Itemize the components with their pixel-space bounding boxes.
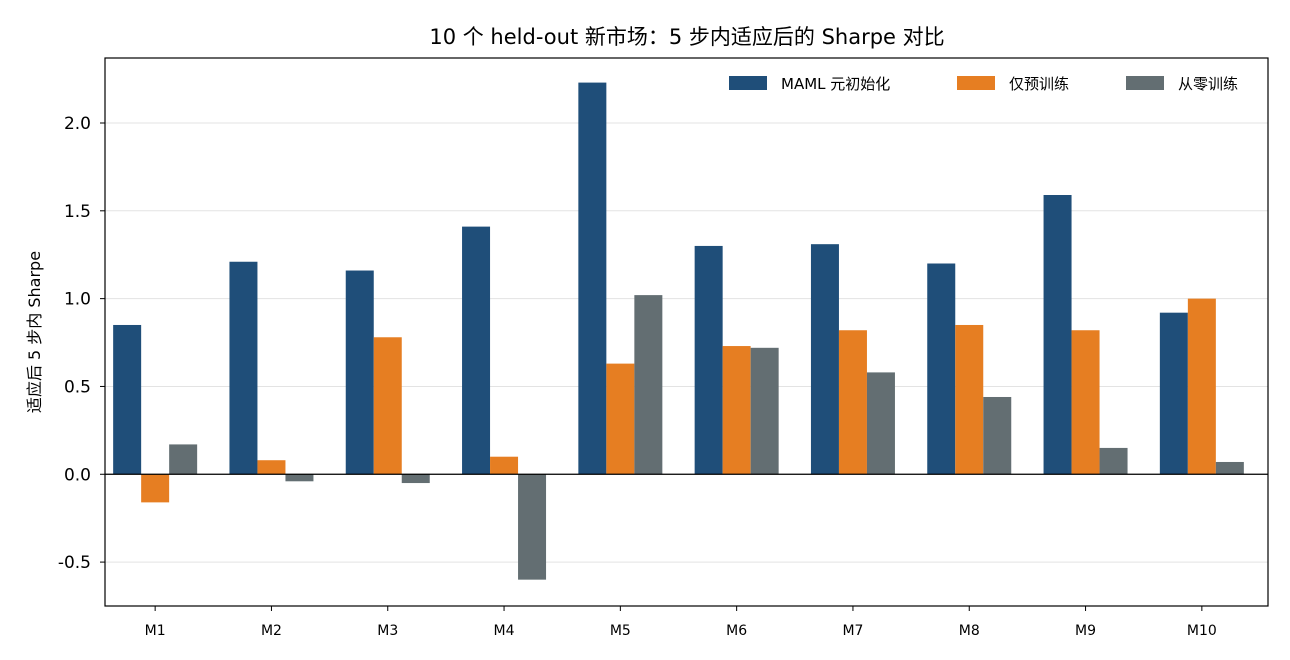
bar-m8-series-2 [955,324,984,475]
legend: MAML 元初始化 仅预训练 从零训练 [729,75,1238,93]
bar-m10-series-2 [1187,298,1216,475]
legend-label: 从零训练 [1178,75,1238,93]
bar-m1-series-3 [169,444,198,475]
bar-m1-series-1 [113,324,142,475]
bar-m9-series-2 [1071,330,1100,475]
y-tick-label: 0.5 [64,377,91,397]
bar-m8-series-3 [983,396,1012,475]
bar-m5-series-1 [578,82,607,475]
x-tick-label: M2 [261,623,282,639]
chart-title: 10 个 held-out 新市场：5 步内适应后的 Sharpe 对比 [429,25,944,49]
plot-frame [104,57,1269,607]
bar-m9-series-3 [1099,447,1128,475]
bar-m2-series-2 [257,460,286,475]
bar-m9-series-1 [1043,195,1072,475]
bar-m4-series-1 [462,226,491,475]
bar-m8-series-1 [927,263,956,475]
bar-m3-series-2 [373,337,402,475]
x-tick-label: M4 [494,623,515,639]
bar-m10-series-3 [1215,461,1244,475]
bar-m4-series-3 [518,474,547,580]
x-tick-label: M6 [726,623,747,639]
bar-m5-series-3 [634,295,663,475]
y-tick-label: 1.0 [64,290,91,310]
bar-m3-series-1 [345,270,374,475]
x-tick-label: M10 [1187,623,1217,639]
y-tick-label: 0.0 [64,465,91,485]
bar-m5-series-2 [606,363,635,475]
y-tick-label: 2.0 [64,114,91,134]
bar-m7-series-1 [810,244,839,475]
bar-m2-series-3 [285,474,314,482]
legend-label: MAML 元初始化 [781,75,890,93]
legend-swatch [729,76,767,90]
bar-m3-series-3 [401,474,430,484]
bar-m1-series-2 [141,474,170,503]
bar-m4-series-2 [490,456,519,475]
x-tick-label: M8 [959,623,980,639]
bar-m6-series-2 [722,346,751,475]
x-tick-label: M9 [1075,623,1096,639]
legend-swatch [957,76,995,90]
bar-m2-series-1 [229,261,258,475]
x-tick-label: M7 [842,623,863,639]
bar-m6-series-3 [750,347,779,475]
x-axis: M1 M2 M3 M4 M5 M6 M7 M8 M9 M10 [145,606,1217,639]
x-tick-label: M3 [377,623,398,639]
legend-label: 仅预训练 [1009,75,1069,93]
y-tick-label: -0.5 [58,553,91,573]
y-axis-label: 适应后 5 步内 Sharpe [25,251,44,413]
bars [113,82,1244,580]
x-tick-label: M1 [145,623,166,639]
y-tick-label: 1.5 [64,202,91,222]
bar-m7-series-2 [838,330,867,475]
bar-m7-series-3 [866,372,895,475]
bar-m10-series-1 [1159,312,1188,475]
bar-m6-series-1 [694,245,723,475]
legend-swatch [1126,76,1164,90]
y-axis: -0.5 0.0 0.5 1.0 1.5 2.0 [58,114,105,573]
x-tick-label: M5 [610,623,631,639]
